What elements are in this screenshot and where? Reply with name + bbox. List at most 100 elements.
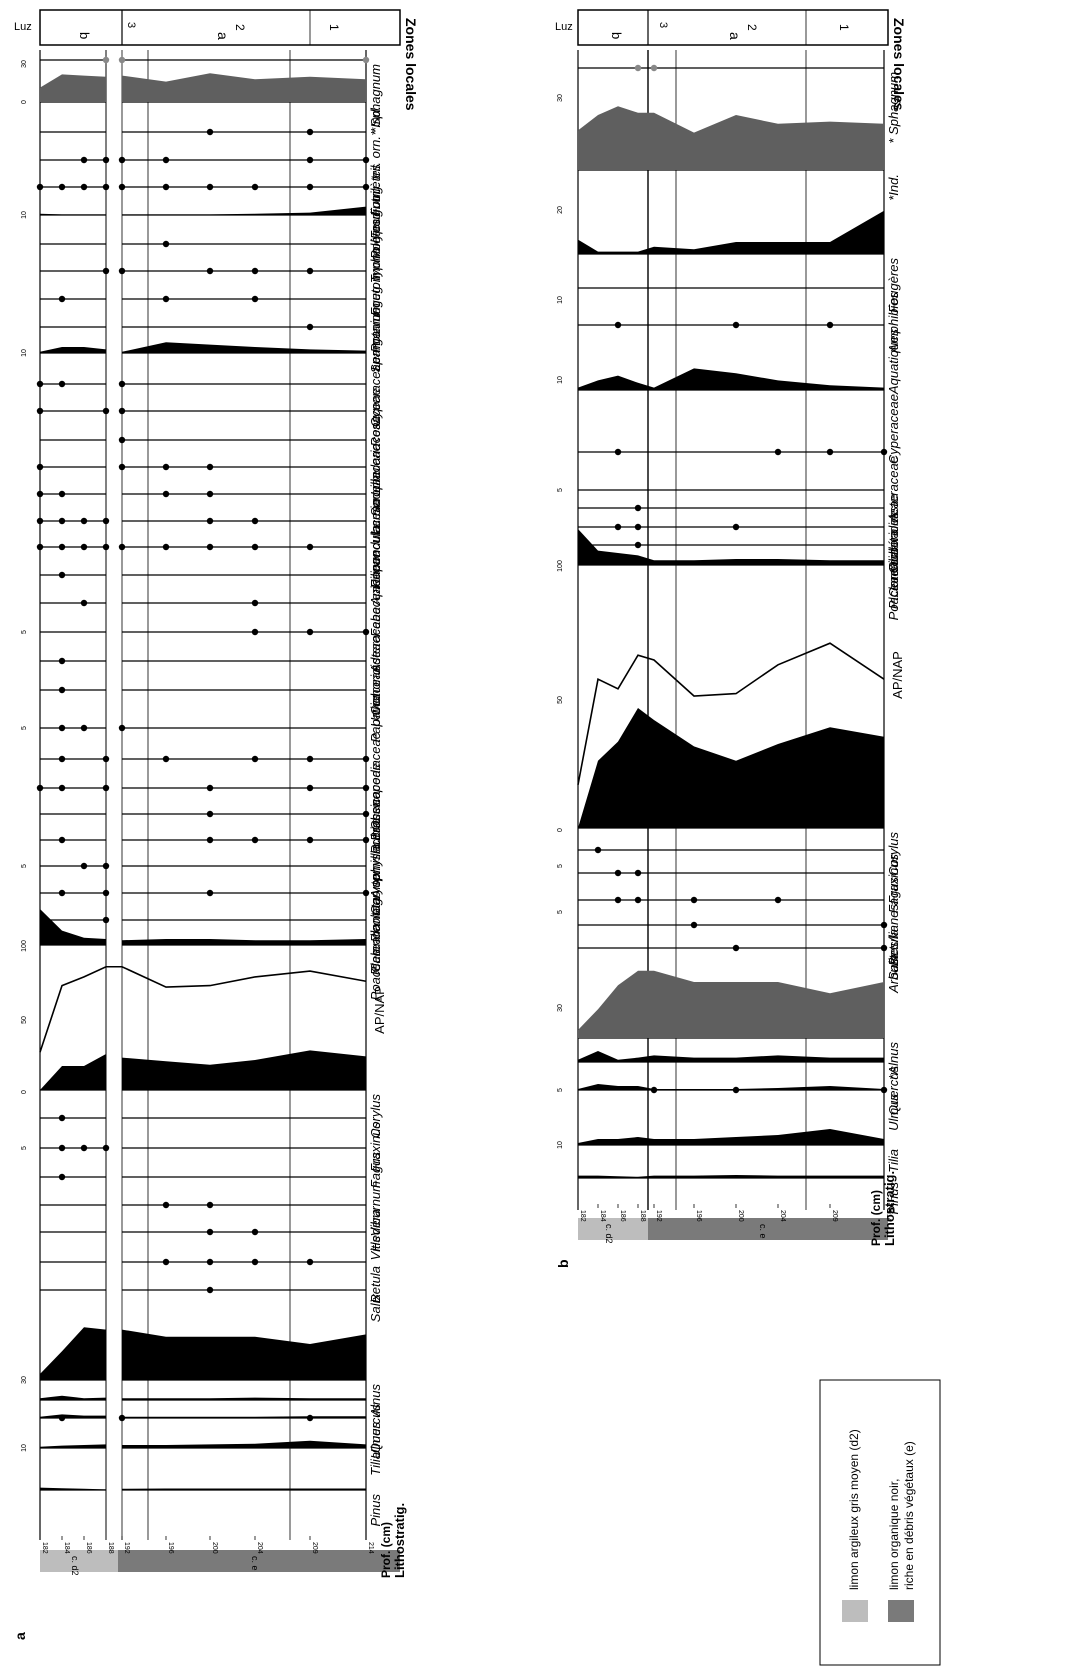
panel-a-scale-fagus: 5 — [21, 1146, 28, 1150]
panel-a-dot-pl-lanceolata-200 — [206, 889, 214, 897]
panel-b-taxon-label-rud-rales: Rudérales — [886, 512, 901, 572]
panel-b-taxon-label-foug-res: Fougères — [886, 258, 901, 313]
panel-a-taxon-label-ind: *Ind. — [368, 106, 383, 133]
panel-b-apnap-label: AP/NAP — [890, 651, 905, 699]
panel-a-taxon-label-apiaceae: Apiaceae — [368, 551, 383, 606]
panel-a-dot-hedera-200 — [206, 1201, 214, 1209]
panel-a-dot-filipendula-184 — [58, 517, 66, 525]
panel-a-dot-pl-lanceolata-188 — [102, 889, 110, 897]
panel-b-scale-fagus: 5 — [557, 864, 564, 868]
panel-b-scale-ind: 30 — [557, 94, 564, 102]
panel-a-scale-cyper: 10 — [21, 349, 28, 357]
panel-a-dot-ranunculaceae-196 — [162, 490, 170, 498]
panel-a-depth-tick-label-214: 214 — [367, 1542, 374, 1554]
panel-a-curve-ulmus-0 — [40, 1414, 106, 1418]
panel-b-taxon-columns: PinusTiliaUlmusQuercus*AlnusSalixBetulaA… — [557, 50, 905, 1215]
panel-a-dot-caryophyllaceae-214 — [362, 810, 370, 818]
panel-b-taxon-label-alnus: *Alnus — [886, 1042, 901, 1080]
panel-a-dot-chenopodiaceae-186 — [80, 724, 88, 732]
panel-a-zones-header: Zones locales — [403, 18, 419, 111]
panel-b-dot-fraxinus-184 — [594, 846, 602, 854]
panel-a-dot-ulmus-192 — [118, 1414, 126, 1422]
panel-a-curve-poaceae-1 — [122, 939, 366, 945]
panel-a-scale-ind-0: 0 — [21, 100, 28, 104]
panel-b-scale-arbustes: 5 — [557, 910, 564, 914]
panel-a-dot-filipendula-204 — [251, 517, 259, 525]
panel-b-dot-asteraceae-186 — [614, 448, 622, 456]
panel-a-dot-foug-tril-orn-200 — [206, 128, 214, 136]
panel-a-dot-polypodium-182 — [36, 183, 44, 191]
panel-a-dot-fagus-186 — [80, 1144, 88, 1152]
panel-b-taxon-label-betula: Betula — [886, 929, 901, 966]
panel-b-scale-alnus: 30 — [557, 1004, 564, 1012]
panel-a-depth-tick-label-196: 196 — [167, 1542, 174, 1554]
panel-a-dot-filipendula-182 — [36, 517, 44, 525]
panel-a-scale-alnus: 30 — [21, 1376, 28, 1384]
panel-a-dot-vitis-204 — [251, 1228, 259, 1236]
panel-b-dot-asteraceae-209 — [826, 448, 834, 456]
panel-a-scale-chenopod: 5 — [21, 726, 28, 730]
panel-a-dot-lamiaceae-196 — [162, 463, 170, 471]
panel-a-dot-ulmus-209 — [306, 1414, 314, 1422]
panel-b-taxon-label-ind: *Ind. — [886, 174, 901, 201]
panel-b-scale-apnap-50: 50 — [557, 696, 564, 704]
panel-b-curve-cyperaceae-0 — [578, 368, 884, 390]
panel-a-dot-fagus-188 — [102, 1144, 110, 1152]
panel-a-scale-tilia: 10 — [21, 1444, 28, 1452]
panel-b-scale-foug: 20 — [557, 206, 564, 214]
panel-b-apnap-curve — [577, 642, 885, 785]
panel-b: Luz b 3 a 2 1 Zones locales Pinus Tilia Ul… — [555, 9, 907, 1268]
panel-b-depth-tick-label-188: 188 — [639, 1210, 646, 1222]
panel-b-taxon-label-pl-lanceolata: Pl. lanceolata — [886, 531, 901, 609]
panel-a-taxon-label-asteraceae: Asteraceae — [368, 607, 383, 674]
panel-b-depth-tick-label-196: 196 — [695, 1210, 702, 1222]
panel-b-depth-tick-label-204: 204 — [779, 1210, 786, 1222]
legend-swatch-e — [888, 1600, 914, 1622]
panel-a-dot-rubiaceae-200 — [206, 784, 214, 792]
panel-b-curve-tilia-0 — [578, 1129, 884, 1145]
panel-b-dot-aquatiques-200 — [732, 321, 740, 329]
panel-a-dot-fabaceae-184 — [58, 571, 66, 579]
panel-a-dot-apiaceae-182 — [36, 543, 44, 551]
panel-b-depth-tick-label-192: 192 — [655, 1210, 662, 1222]
panel-a-taxon-label-potamogeton: Potamogeton — [368, 275, 383, 352]
panel-a-taxon-label-papaver: Papaver — [368, 693, 383, 742]
panel-a-dot-brassicaceae-214 — [362, 755, 370, 763]
panel-b-depth-tick-label-182: 182 — [579, 1210, 586, 1222]
panel-a-dot-plantago-sp-188 — [102, 862, 110, 870]
panel-a-taxon-label-artemisia: Artemisia — [368, 844, 383, 899]
panel-a-scale-plantago: 5 — [21, 864, 28, 868]
panel-a-taxon-label-filipendula: Filipendula — [368, 525, 383, 588]
panel-b-dot-aquatiques-209 — [826, 321, 834, 329]
panel-b-taxon-label-cyperaceae: Cyperaceae — [886, 394, 901, 464]
panel-a-dot-brassicaceae-188 — [102, 755, 110, 763]
panel-a-dot-scrophulariaceae-182 — [36, 407, 44, 415]
panel-a-curve-poaceae-0 — [40, 909, 106, 945]
panel-b-taxon-label-cerealia: Cerealia — [886, 549, 901, 597]
panel-a-depth-tick-label-184: 184 — [63, 1542, 70, 1554]
panel-a-dot-artemisia-200 — [206, 836, 214, 844]
panel-b-dot-salix-200 — [732, 944, 740, 952]
panel-a-dot-sparganium-204 — [251, 295, 259, 303]
panel-a-taxon-label-quercus: Quercus — [368, 1404, 383, 1454]
panel-a-curve-ulmus-1 — [122, 1416, 366, 1418]
panel-b-taxon-label-sphagnum: * Sphagnum — [886, 72, 901, 144]
panel-a-taxon-label-polypodium: Polypodium — [368, 191, 383, 259]
panel-a-taxon-label-sphagnum: * Sphagnum — [368, 64, 383, 136]
panel-a-taxon-label-foug-tril-orn: Foug. tril. orn. — [368, 136, 383, 216]
panel-b-zones-header: Zones locales — [891, 18, 907, 111]
panel-a-dot-viburnum-184 — [58, 1173, 66, 1181]
panel-a-curve-corylus-0 — [40, 1054, 106, 1090]
panel-a-dot-fagus-184 — [58, 1144, 66, 1152]
panel-a-dot-vitis-200 — [206, 1228, 214, 1236]
panel-b-taxon-label-cichorioideae: Cichorioideae — [886, 494, 901, 574]
panel-b-taxon-label-pinus: Pinus — [886, 1182, 901, 1215]
panel-a-depth-tick-label-186: 186 — [85, 1542, 92, 1554]
panel-a-dot-typha-196 — [162, 240, 170, 248]
panel-b-curves — [577, 64, 888, 1178]
panel-a-dot-sparganium-184 — [58, 295, 66, 303]
panel-a-taxon-label-scrophulariaceae: Scrophulariaceae — [368, 415, 383, 516]
panel-b-curve-corylus-0 — [578, 708, 884, 828]
panel-a-curve-quercus-1 — [122, 1397, 366, 1400]
